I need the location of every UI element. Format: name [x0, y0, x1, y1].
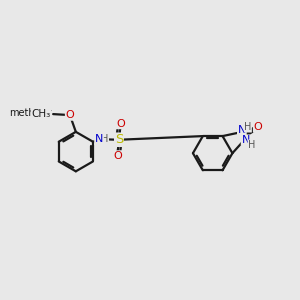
Text: O: O [254, 122, 262, 132]
Text: CH₃: CH₃ [31, 109, 51, 119]
Text: S: S [115, 133, 123, 146]
Text: N: N [238, 125, 246, 135]
Text: H: H [101, 134, 108, 144]
Text: N: N [95, 134, 103, 144]
Text: O: O [116, 118, 125, 129]
Text: N: N [242, 135, 250, 145]
Text: H: H [244, 122, 252, 132]
Text: O: O [113, 151, 122, 161]
Text: H: H [248, 140, 255, 150]
Text: methoxy: methoxy [9, 109, 52, 118]
Text: O: O [65, 110, 74, 120]
